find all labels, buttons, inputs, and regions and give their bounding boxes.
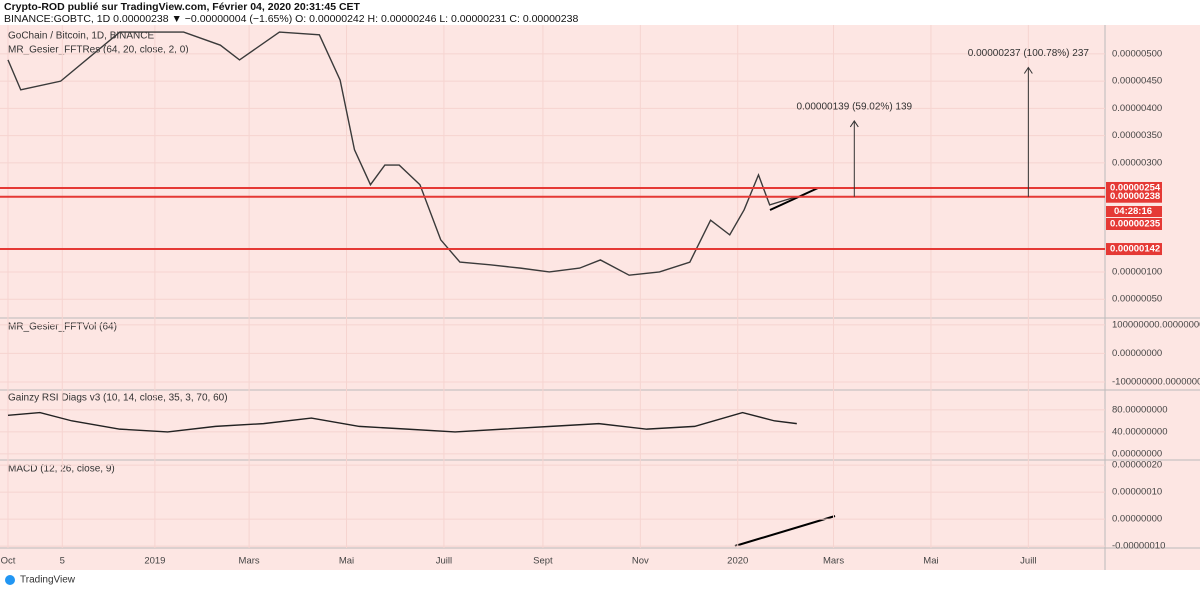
measure-label: 0.00000237 (100.78%) 237 — [968, 48, 1090, 59]
y-tick-label: 0.00000000 — [1112, 448, 1162, 459]
price-line — [7, 31, 798, 276]
level-label-box — [1106, 243, 1162, 256]
y-tick-label: 0.00000500 — [1112, 48, 1162, 59]
y-tick-label: 0.00000000 — [1112, 514, 1162, 525]
price-label: 0.00000235 — [1110, 219, 1161, 230]
level-label: 0.00000254 — [1110, 183, 1161, 194]
level-label-box — [1106, 190, 1162, 203]
y-tick-label: 40.00000000 — [1112, 426, 1167, 437]
countdown: 04:28:16 — [1114, 206, 1152, 217]
brand: TradingView — [20, 575, 76, 586]
y-tick-label: -0.00000010 — [1112, 541, 1165, 552]
x-tick-label: Oct — [1, 556, 16, 567]
arrow-head — [849, 120, 859, 128]
x-tick-label: 2020 — [727, 556, 748, 567]
x-tick-label: Sept — [533, 556, 553, 567]
trend-line — [769, 187, 819, 211]
y-tick-label: 0.00000010 — [1112, 487, 1162, 498]
y-tick-label: 0.00000400 — [1112, 103, 1162, 114]
y-tick-label: 0.00000300 — [1112, 157, 1162, 168]
y-tick-label: 80.00000000 — [1112, 404, 1167, 415]
price-line — [7, 411, 797, 433]
arrow-head — [1023, 66, 1033, 74]
trend-line — [734, 515, 836, 547]
header-title: Crypto-ROD publié sur TradingView.com, F… — [4, 1, 361, 13]
y-tick-label: 0.00000350 — [1112, 130, 1162, 141]
header-quote: BINANCE:GOBTC, 1D 0.00000238 ▼ −0.000000… — [4, 13, 578, 25]
x-tick-label: Mars — [823, 556, 844, 567]
y-tick-label: 0.00000100 — [1112, 266, 1162, 277]
y-tick-label: 0.00000050 — [1112, 294, 1162, 305]
x-tick-label: Nov — [632, 556, 649, 567]
y-tick-label: 0.00000000 — [1112, 348, 1162, 359]
x-tick-label: 5 — [60, 556, 65, 567]
pane-title: GoChain / Bitcoin, 1D, BINANCE — [8, 31, 154, 42]
countdown-box — [1106, 206, 1162, 217]
level-label: 0.00000238 — [1110, 191, 1160, 202]
y-tick-label: 0.00000020 — [1112, 460, 1162, 471]
pane-title: Gainzy RSI Diags v3 (10, 14, close, 35, … — [8, 393, 228, 404]
x-tick-label: 2019 — [144, 556, 165, 567]
x-tick-label: Juill — [1020, 556, 1036, 567]
x-tick-label: Juill — [436, 556, 452, 567]
x-tick-label: Mai — [339, 556, 354, 567]
measure-label: 0.00000139 (59.02%) 139 — [796, 102, 912, 113]
pane-background — [0, 25, 1200, 570]
x-tick-label: Mai — [923, 556, 938, 567]
price-label-box — [1106, 218, 1162, 230]
x-tick-label: Mars — [239, 556, 260, 567]
level-label: 0.00000142 — [1110, 244, 1160, 255]
y-tick-label: 100000000.00000000 — [1112, 319, 1200, 330]
y-tick-label: -100000000.00000000 — [1112, 377, 1200, 388]
y-tick-label: 0.00000450 — [1112, 76, 1162, 87]
brand-logo — [5, 575, 15, 585]
pane-title: MACD (12, 26, close, 9) — [8, 464, 115, 475]
